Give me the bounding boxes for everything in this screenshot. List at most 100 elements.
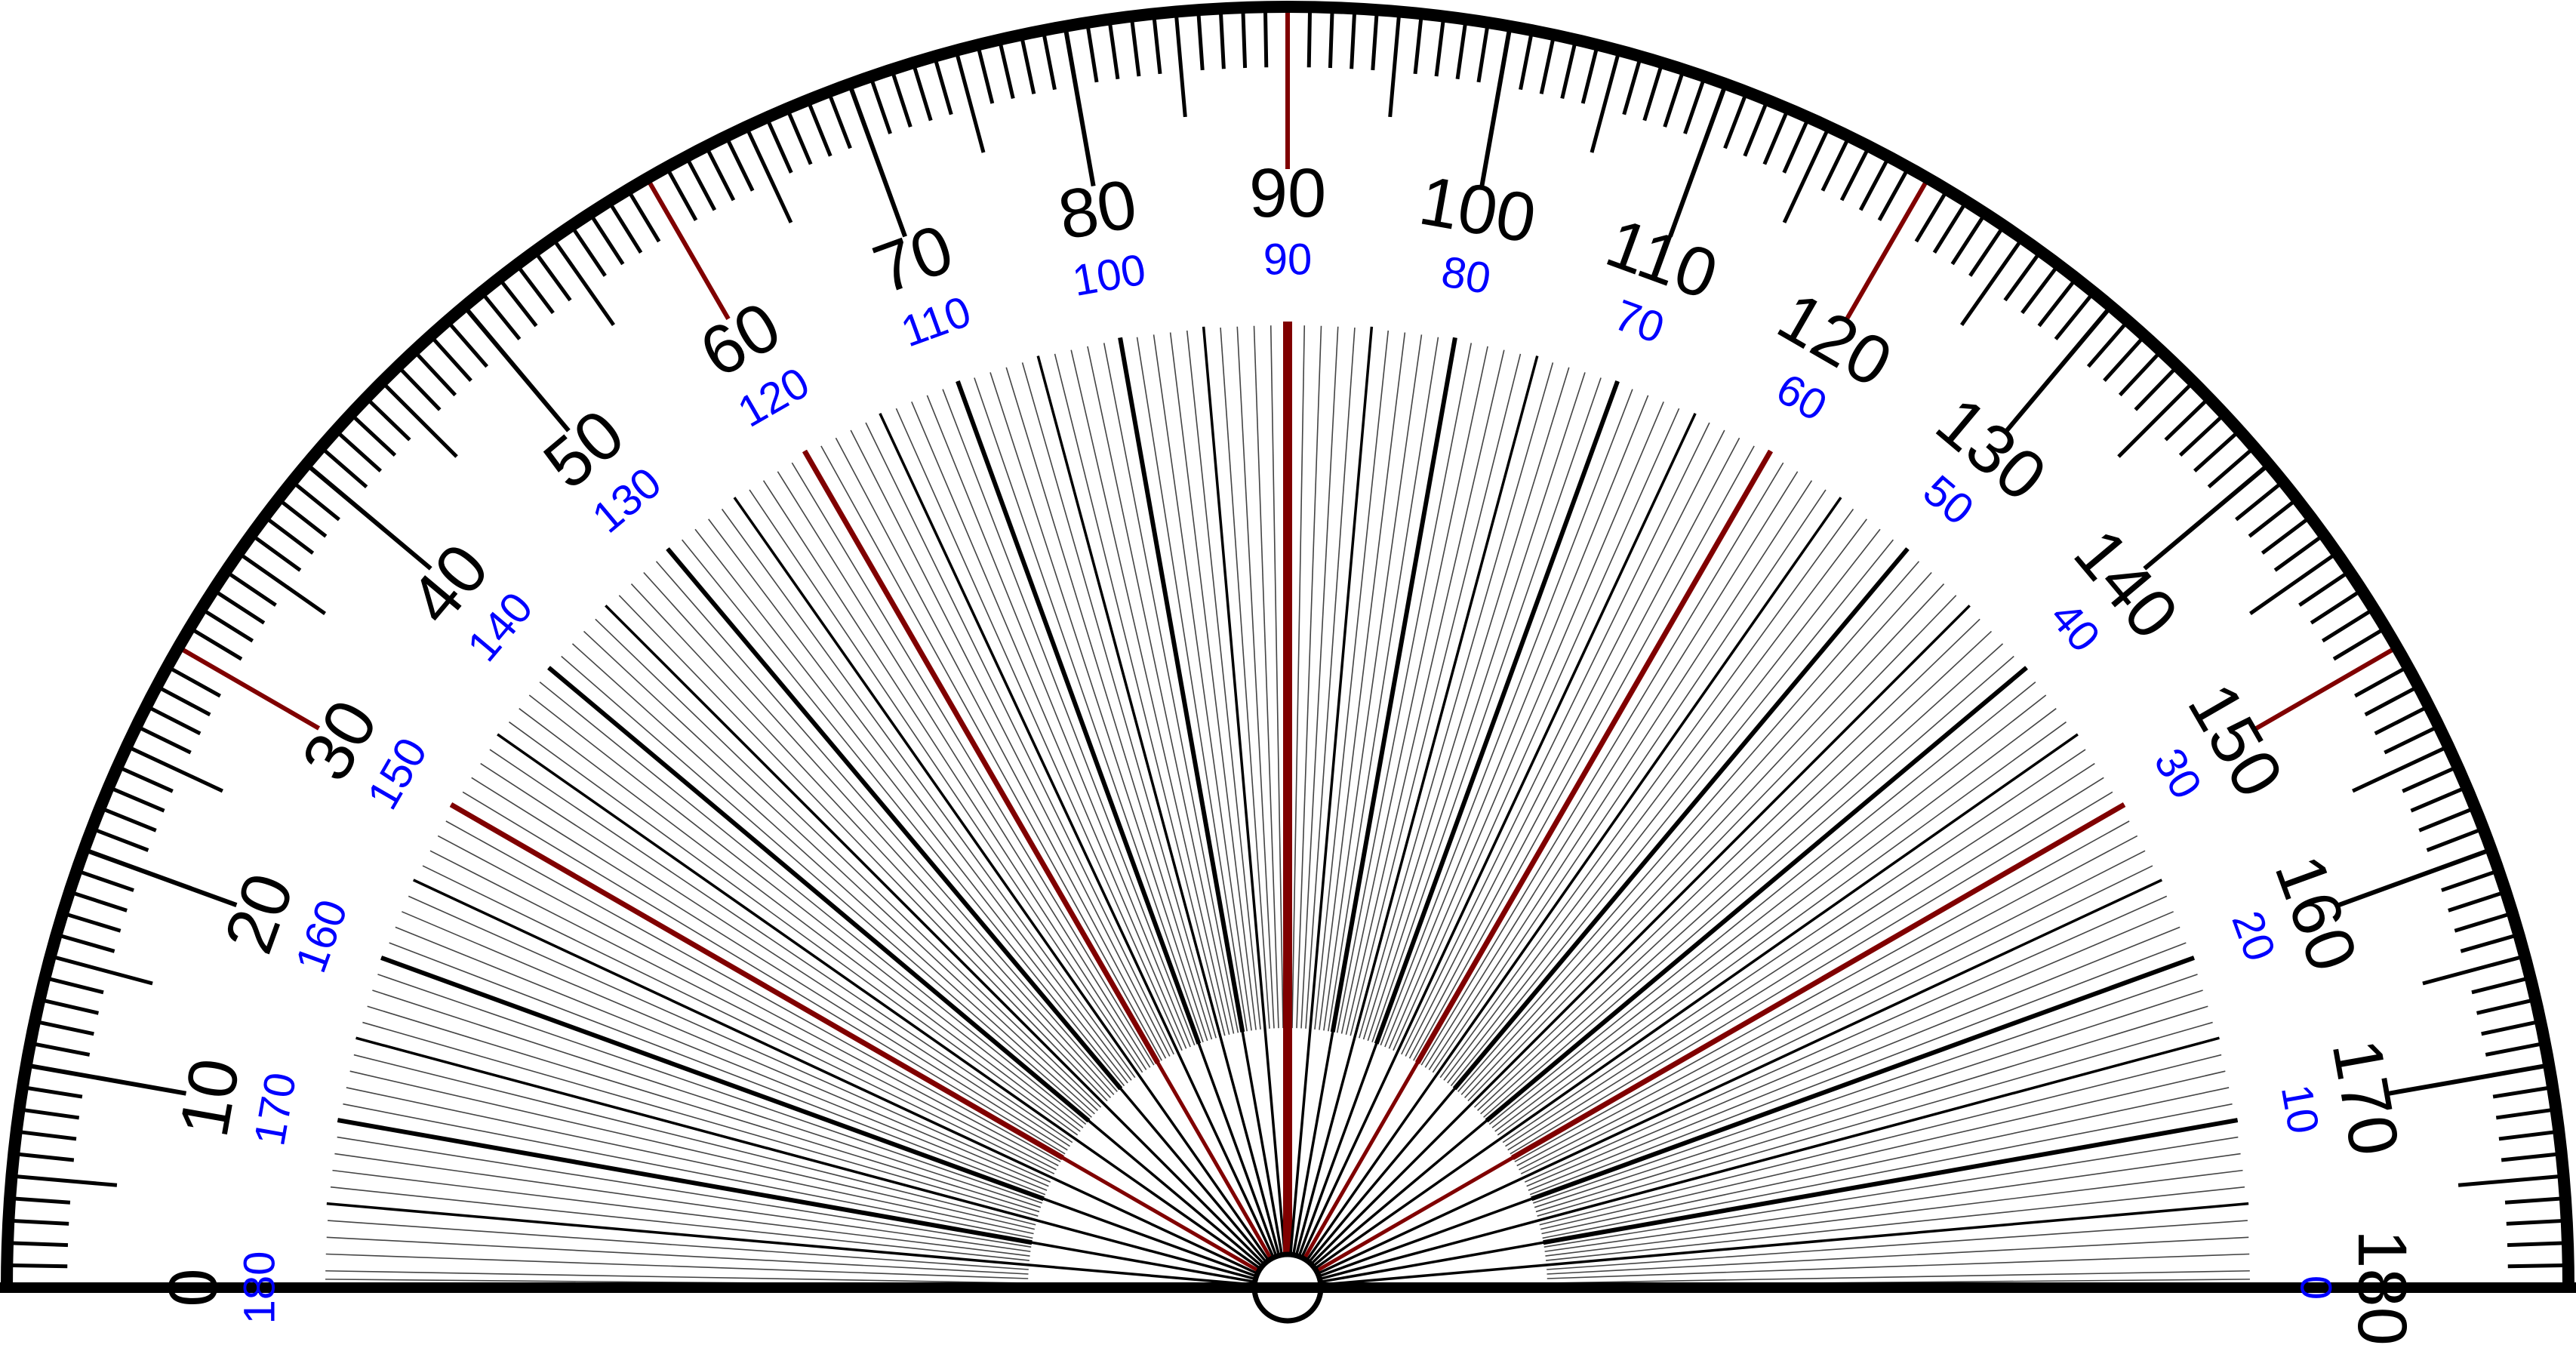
tick-mark — [2402, 765, 2459, 793]
tick-mark — [1839, 145, 1871, 202]
fine-line — [367, 1005, 1040, 1213]
fine-line — [1021, 362, 1217, 1039]
tick-mark — [125, 744, 223, 793]
fine-line — [1516, 835, 2138, 1167]
outer-scale-label: 110 — [1597, 204, 1728, 314]
tick-mark — [1663, 69, 1685, 128]
fine-line — [519, 708, 1081, 1132]
tick-mark — [1306, 7, 1313, 68]
tick-mark — [515, 263, 555, 315]
radial-line-bold — [380, 956, 1045, 1202]
tick-mark — [1241, 7, 1248, 69]
tick-mark — [2492, 1085, 2553, 1099]
fine-line — [1291, 325, 1306, 1029]
fine-line — [1547, 1236, 2249, 1275]
outer-scale-label: 180 — [2344, 1230, 2421, 1345]
tick-mark — [412, 349, 457, 397]
tick-mark — [2426, 826, 2485, 852]
tick-mark — [2235, 480, 2285, 522]
tick-mark — [626, 189, 661, 243]
fine-line — [1439, 509, 1854, 1079]
fine-line — [1319, 332, 1406, 1030]
fine-line — [1541, 1087, 2230, 1235]
fine-line — [777, 471, 1151, 1068]
tick-mark — [890, 69, 913, 128]
tick-mark — [2410, 785, 2468, 813]
tick-mark — [7, 1241, 69, 1248]
highlight-line-bold — [802, 449, 1161, 1064]
tick-mark — [1519, 29, 1534, 91]
fine-line — [571, 643, 1095, 1115]
fine-line — [1070, 349, 1230, 1035]
tick-mark — [2471, 976, 2531, 995]
tick-mark — [1218, 8, 1226, 69]
fine-line — [326, 1236, 1029, 1275]
tick-mark — [69, 890, 128, 913]
tick-mark — [2332, 626, 2387, 661]
fine-line — [429, 850, 1057, 1171]
tick-mark — [2418, 805, 2476, 833]
fine-line — [1542, 1103, 2233, 1239]
fine-line — [1408, 437, 1740, 1059]
tick-mark — [551, 237, 615, 327]
fine-line — [1467, 595, 1957, 1102]
fine-line — [1524, 895, 2168, 1183]
fine-line — [1169, 332, 1257, 1030]
tick-mark — [847, 83, 907, 238]
tick-mark — [2441, 869, 2500, 892]
outer-scale-label: 90 — [1249, 155, 1326, 232]
fine-line — [1367, 372, 1586, 1042]
tick-mark — [189, 626, 243, 661]
tick-mark — [2507, 1241, 2568, 1248]
tick-mark — [26, 1063, 187, 1096]
radial-line-bold — [1118, 337, 1245, 1033]
fine-line — [362, 1021, 1039, 1217]
fine-line — [749, 489, 1143, 1073]
outer-scale-label: 0 — [155, 1268, 232, 1307]
inner-scale-label: 10 — [2272, 1081, 2328, 1137]
center-hole — [1251, 1251, 1324, 1324]
tick-mark — [2164, 396, 2211, 442]
tick-mark — [2003, 250, 2042, 302]
fine-line — [1514, 820, 2130, 1162]
fine-line — [1502, 749, 2086, 1143]
tick-mark — [480, 291, 522, 340]
tick-mark — [429, 334, 472, 383]
outer-arc — [1, 1, 2574, 1288]
fine-line — [332, 1169, 1030, 1257]
fine-line — [1464, 583, 1945, 1098]
fine-line — [1336, 343, 1473, 1033]
fine-line — [1305, 328, 1356, 1029]
fine-line — [1350, 353, 1522, 1036]
tick-mark — [2354, 665, 2409, 698]
inner-scale-label: 170 — [245, 1069, 306, 1150]
tick-mark — [2143, 462, 2270, 571]
tick-mark — [704, 145, 736, 202]
fine-line — [1497, 721, 2067, 1136]
tick-mark — [1479, 26, 1513, 187]
fine-line — [325, 1270, 1029, 1284]
radial-line — [1320, 1202, 2249, 1286]
radial-line — [733, 497, 1270, 1261]
outer-scale-label: 170 — [2317, 1034, 2413, 1162]
tick-mark — [2261, 515, 2312, 555]
radial-lines — [326, 322, 2249, 1286]
outer-scale-label: 10 — [165, 1053, 254, 1143]
fine-line — [1424, 471, 1799, 1068]
fine-line — [528, 694, 1084, 1128]
tick-mark — [1476, 22, 1490, 83]
tick-mark — [1413, 14, 1423, 75]
tick-mark — [91, 826, 149, 852]
fine-line — [1547, 1270, 2250, 1284]
radial-line-bold — [666, 547, 1123, 1091]
fine-line — [1477, 630, 1993, 1111]
outer-tick-marks — [7, 7, 2568, 1269]
fine-line — [1447, 528, 1881, 1084]
tick-mark — [569, 224, 607, 277]
tick-mark — [2005, 305, 2113, 432]
tick-mark — [19, 1107, 80, 1120]
fine-line — [911, 402, 1187, 1049]
radial-line — [1036, 355, 1281, 1256]
tick-mark — [116, 765, 174, 793]
tick-mark — [166, 665, 221, 698]
